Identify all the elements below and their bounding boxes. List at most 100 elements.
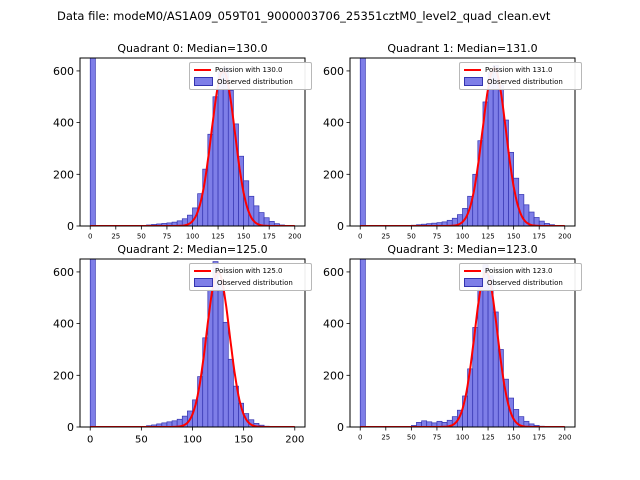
y-tick-label: 200 [53,168,74,181]
legend-label-observed: Observed distribution [217,278,293,287]
x-tick-label: 125 [481,233,494,241]
x-tick-label: 100 [183,435,202,446]
legend-entry-observed: Observed distribution [194,278,307,287]
subplot-title-quadrant-3: Quadrant 3: Median=123.0 [387,243,538,256]
histogram-bar [263,217,270,226]
subplot-title-quadrant-0: Quadrant 0: Median=130.0 [117,42,268,55]
x-tick-label: 200 [288,233,301,241]
x-tick-label: 25 [381,233,390,241]
x-tick-label: 50 [407,434,416,442]
legend-entry-observed: Observed distribution [464,278,577,287]
legend-label-observed: Observed distribution [487,278,563,287]
histogram-bars [359,58,555,226]
histogram-bars [89,58,285,226]
legend-entry-poisson: Poission with 125.0 [194,267,307,275]
histogram-bar [222,67,229,226]
histogram-bar [217,70,224,226]
y-tick-label: 600 [53,266,74,279]
quadrant-3-axes: 0 25 50 75 100 125 150 175 200 0 200 400 600 [323,258,576,442]
x-tick-label: 150 [507,233,520,241]
legend-quadrant-0: Poission with 130.0 Observed distributio… [189,62,312,90]
x-tick-label: 125 [211,233,224,241]
legend-entry-poisson: Poission with 130.0 [194,66,307,74]
poisson-line-swatch [194,69,211,71]
figure-title: Data file: modeM0/AS1A09_059T01_90000037… [57,9,551,23]
x-tick-label: 75 [432,233,441,241]
x-tick-label: 25 [111,233,120,241]
x-tick-label: 75 [432,434,441,442]
quadrant-2-axes: 0 50 100 150 200 0 200 400 600 [53,258,306,446]
legend-label-observed: Observed distribution [217,77,293,86]
histogram-bar [487,71,494,226]
y-tick-label: 0 [337,421,344,434]
x-tick-label: 125 [481,434,494,442]
histogram-bar [217,280,224,427]
y-tick-label: 600 [323,266,344,279]
y-tick-label: 600 [323,65,344,78]
y-tick-label: 400 [323,318,344,331]
x-tick-label: 25 [381,434,390,442]
legend-label-poisson: Poission with 131.0 [485,66,553,74]
legend-label-poisson: Poission with 130.0 [215,66,283,74]
legend-label-poisson: Poission with 125.0 [215,267,283,275]
y-tick-label: 600 [53,65,74,78]
x-tick-label: 150 [234,435,253,446]
x-tick-label: 50 [137,233,146,241]
subplot-title-quadrant-2: Quadrant 2: Median=125.0 [117,243,268,256]
observed-patch-swatch [194,77,213,86]
y-tick-label: 200 [323,168,344,181]
poisson-line-swatch [464,270,481,272]
x-tick-label: 200 [285,435,304,446]
legend-label-poisson: Poission with 123.0 [485,267,553,275]
poisson-curve [90,69,295,226]
x-tick-label: 150 [507,434,520,442]
histogram-bar [359,259,366,427]
x-tick-label: 75 [162,233,171,241]
quadrant-1-axes: 0 25 50 75 100 125 150 175 200 0 200 400 600 [323,57,576,241]
x-tick-label: 100 [456,233,469,241]
poisson-curve [360,67,565,226]
histogram-bar [89,58,96,226]
observed-patch-swatch [194,278,213,287]
observed-patch-swatch [464,278,483,287]
x-tick-label: 150 [237,233,250,241]
legend-entry-poisson: Poission with 123.0 [464,267,577,275]
x-tick-label: 100 [456,434,469,442]
quadrant-0-axes: 0 25 50 75 100 125 150 175 200 0 200 400 600 [53,57,306,241]
x-tick-label: 0 [87,435,93,446]
histogram-bar [89,259,96,427]
legend-quadrant-2: Poission with 125.0 Observed distributio… [189,263,312,291]
y-tick-label: 200 [323,369,344,382]
y-tick-label: 0 [337,220,344,233]
y-tick-label: 0 [67,421,74,434]
poisson-line-swatch [194,270,211,272]
histogram-bar [222,321,229,427]
x-tick-label: 200 [558,233,571,241]
x-tick-label: 50 [135,435,148,446]
subplot-title-quadrant-1: Quadrant 1: Median=131.0 [387,42,538,55]
y-tick-label: 0 [67,220,74,233]
histogram-bar [359,58,366,226]
y-tick-label: 200 [53,369,74,382]
poisson-line-swatch [464,69,481,71]
x-tick-label: 0 [88,233,92,241]
legend-label-observed: Observed distribution [487,77,563,86]
x-tick-label: 175 [533,233,546,241]
legend-quadrant-1: Poission with 131.0 Observed distributio… [459,62,582,90]
x-tick-label: 0 [358,434,362,442]
x-tick-label: 175 [533,434,546,442]
y-tick-label: 400 [53,318,74,331]
legend-entry-observed: Observed distribution [194,77,307,86]
x-tick-label: 175 [263,233,276,241]
legend-entry-observed: Observed distribution [464,77,577,86]
y-tick-label: 400 [323,117,344,130]
observed-patch-swatch [464,77,483,86]
x-tick-label: 100 [186,233,199,241]
x-tick-label: 0 [358,233,362,241]
legend-entry-poisson: Poission with 131.0 [464,66,577,74]
x-tick-label: 200 [558,434,571,442]
legend-quadrant-3: Poission with 123.0 Observed distributio… [459,263,582,291]
y-tick-label: 400 [53,117,74,130]
histogram-bar [227,358,234,427]
